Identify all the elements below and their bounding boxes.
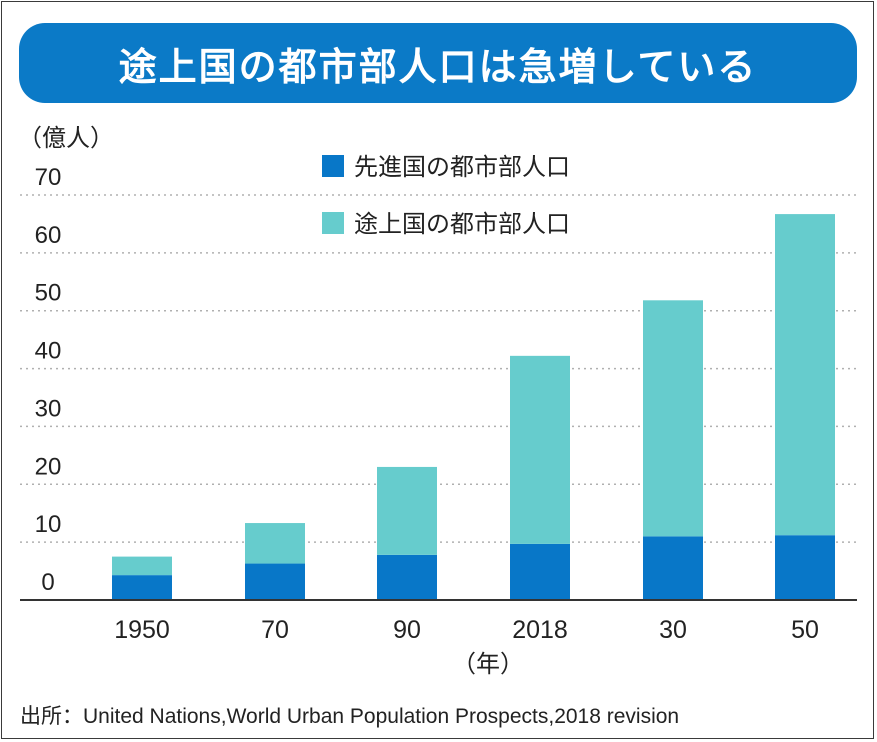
y-tick-label: 20 [35, 453, 62, 480]
x-tick-label: 90 [393, 616, 421, 644]
y-tick-label: 70 [35, 164, 62, 191]
source-label: 出所： [20, 704, 83, 728]
chart-title: 途上国の都市部人口は急増している [118, 44, 758, 89]
source-note: 出所：United Nations,World Urban Population… [20, 700, 679, 730]
bar-developed [245, 563, 305, 600]
bar-developed [510, 543, 570, 600]
bar-developed [112, 575, 172, 600]
y-tick-label: 60 [35, 222, 62, 249]
x-axis-label: （年） [452, 650, 524, 678]
bar-developing [377, 466, 437, 555]
x-tick-label: 1950 [114, 616, 170, 644]
y-axis-label: （億人） [18, 124, 114, 152]
y-tick-label: 0 [41, 569, 54, 596]
bar-developing [775, 214, 835, 536]
y-tick-label: 40 [35, 338, 62, 365]
x-tick-label: 30 [659, 616, 687, 644]
bar-developed [775, 535, 835, 600]
bar-developing [510, 355, 570, 544]
legend-label-developing: 途上国の都市部人口 [354, 210, 570, 238]
bar-developed [643, 536, 703, 600]
y-tick-label: 10 [35, 511, 62, 538]
source-text: United Nations,World Urban Population Pr… [83, 705, 680, 728]
x-tick-label: 50 [791, 616, 819, 644]
x-tick-label: 2018 [512, 616, 568, 644]
legend-swatch-developing [322, 212, 344, 234]
bar-developing [112, 556, 172, 576]
bar-developed [377, 554, 437, 600]
bar-developing [643, 300, 703, 537]
y-tick-label: 50 [35, 280, 62, 307]
y-tick-label: 30 [35, 395, 62, 422]
x-tick-label: 70 [261, 616, 289, 644]
bar-developing [245, 523, 305, 564]
chart-title-banner: 途上国の都市部人口は急増している [19, 23, 857, 103]
legend-label-developed: 先進国の都市部人口 [354, 153, 570, 181]
legend-swatch-developed [322, 155, 344, 177]
